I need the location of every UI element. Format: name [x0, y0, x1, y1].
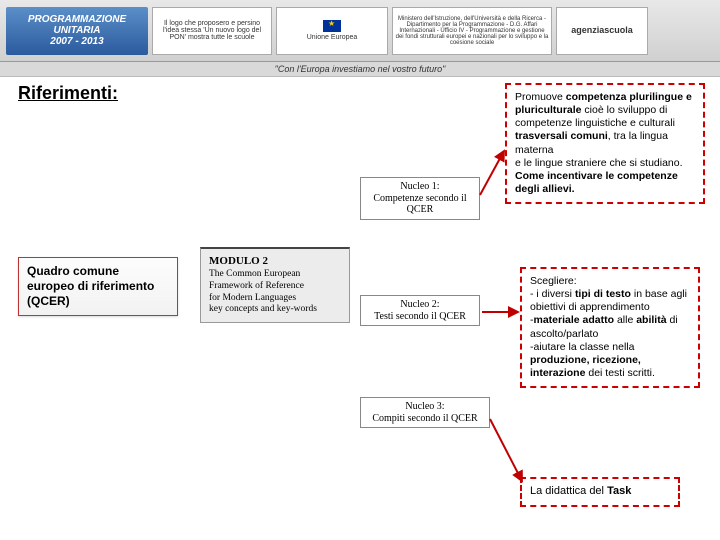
modulo2-l3: for Modern Languages — [209, 293, 341, 305]
c2-a2c: alle — [614, 314, 636, 326]
c2-a1b: tipi di testo — [575, 288, 631, 300]
header-banner: PROGRAMMAZIONE UNITARIA 2007 - 2013 Il l… — [0, 0, 720, 62]
eu-flag-icon — [323, 20, 341, 32]
c1-t6: Come incentivare le competenze degli all… — [515, 170, 678, 195]
page-title: Riferimenti: — [18, 83, 118, 104]
program-title-block: PROGRAMMAZIONE UNITARIA 2007 - 2013 — [6, 7, 148, 55]
c2-a2d: abilità — [636, 314, 666, 326]
modulo2-box: MODULO 2 The Common European Framework o… — [200, 247, 350, 323]
arrow-nucleo1-callout1 — [478, 147, 508, 197]
nucleo3-box: Nucleo 3: Compiti secondo il QCER — [360, 397, 490, 428]
c2-a3: -aiutare la classe nella — [530, 341, 634, 353]
c1-t1a: Promuove — [515, 91, 566, 103]
callout-competenza: Promuove competenza plurilingue e pluric… — [505, 83, 705, 204]
tagline: "Con l'Europa investiamo nel vostro futu… — [0, 62, 720, 77]
nucleo2-box: Nucleo 2: Testi secondo il QCER — [360, 295, 480, 326]
nucleo1-box: Nucleo 1: Competenze secondo il QCER — [360, 177, 480, 220]
c1-t5: e le lingue straniere che si studiano. — [515, 157, 683, 169]
modulo2-l1: The Common European — [209, 269, 341, 281]
pon-logo: Il logo che proposero e persino l'idea s… — [152, 7, 272, 55]
ministry-logo: Ministero dell'Istruzione, dell'Universi… — [392, 7, 552, 55]
modulo2-l4: key concepts and key-words — [209, 304, 341, 316]
c2-a1: - i diversi — [530, 288, 575, 300]
nucleo1-head: Nucleo 1: — [365, 181, 475, 193]
modulo2-head: MODULO 2 — [209, 255, 341, 269]
callout-scegliere: Scegliere: - i diversi tipi di testo in … — [520, 267, 700, 388]
program-line1: PROGRAMMAZIONE UNITARIA — [12, 14, 142, 36]
program-line2: 2007 - 2013 — [12, 36, 142, 47]
eu-logo-label: Unione Europea — [307, 34, 358, 41]
nucleo2-head: Nucleo 2: — [365, 299, 475, 311]
c3-t1: La didattica del — [530, 485, 607, 497]
c2-h: Scegliere: — [530, 275, 577, 287]
nucleo3-head: Nucleo 3: — [365, 401, 485, 413]
qcer-box: Quadro comune europeo di riferimento (QC… — [18, 257, 178, 316]
c2-a3c: dei testi scritti. — [585, 367, 654, 379]
c2-a2b: materiale adatto — [534, 314, 615, 326]
nucleo3-body: Compiti secondo il QCER — [365, 413, 485, 425]
agenziascuola-logo: agenziascuola — [556, 7, 648, 55]
nucleo1-body: Competenze secondo il QCER — [365, 193, 475, 216]
arrow-nucleo2-callout2 — [480, 302, 522, 322]
slide-body: Riferimenti: Quadro comune europeo di ri… — [0, 77, 720, 537]
callout-task: La didattica del Task — [520, 477, 680, 507]
modulo2-l2: Framework of Reference — [209, 281, 341, 293]
nucleo2-body: Testi secondo il QCER — [365, 311, 475, 323]
c3-t1b: Task — [607, 485, 631, 497]
c1-t3: trasversali comuni — [515, 130, 608, 142]
eu-logo: Unione Europea — [276, 7, 388, 55]
